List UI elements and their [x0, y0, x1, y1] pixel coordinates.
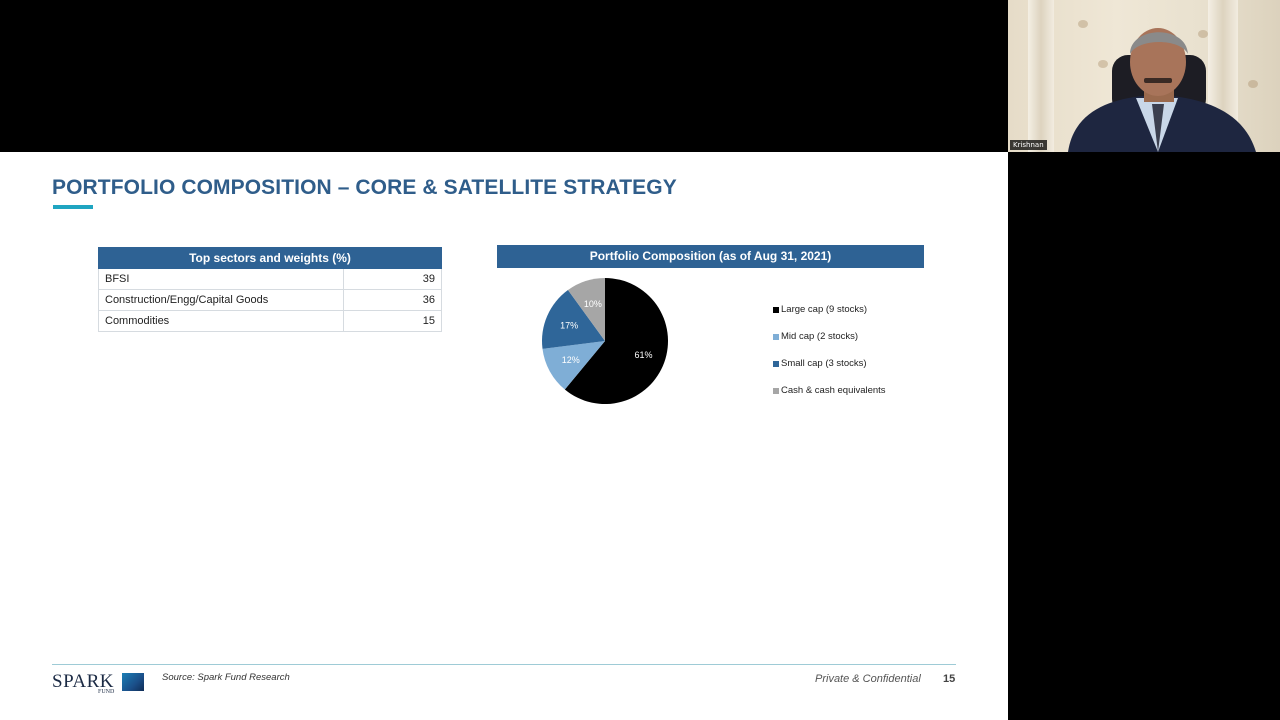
wallpaper-pattern: [1078, 20, 1088, 28]
pie-slice: [567, 278, 605, 341]
sector-name: Commodities: [98, 310, 344, 332]
wallpaper-pattern: [1098, 60, 1108, 68]
legend-swatch: [773, 333, 779, 340]
video-background-top: [0, 0, 1008, 152]
wallpaper-pattern: [1198, 30, 1208, 38]
participant-person: [1068, 28, 1256, 152]
legend-label: Large cap (9 stocks): [781, 304, 868, 315]
table-header: Top sectors and weights (%): [98, 247, 442, 269]
sector-weight: 36: [343, 289, 442, 311]
slide-title: PORTFOLIO COMPOSITION – CORE & SATELLITE…: [52, 176, 677, 199]
sector-weights-table: Top sectors and weights (%) BFSI 39 Cons…: [98, 247, 442, 332]
presentation-slide: PORTFOLIO COMPOSITION – CORE & SATELLITE…: [0, 152, 1008, 720]
pie-data-label: 12%: [562, 355, 580, 365]
video-background-right: [1008, 152, 1280, 720]
legend-item: Cash & cash equivalents: [773, 377, 886, 404]
legend-label: Cash & cash equivalents: [781, 385, 886, 396]
participant-video-tile[interactable]: Krishnan: [1008, 0, 1280, 152]
portfolio-pie-chart: 61% 12% 17% 10%: [542, 278, 668, 404]
participant-name-label: Krishnan: [1010, 140, 1047, 150]
sector-weight: 15: [343, 310, 442, 332]
sector-weight: 39: [343, 268, 442, 290]
table-row: Commodities 15: [98, 310, 442, 332]
footer-divider: [52, 664, 956, 665]
pie-slice: [542, 290, 605, 349]
page-number: 15: [943, 673, 956, 685]
wallpaper-pattern: [1248, 80, 1258, 88]
legend-label: Mid cap (2 stocks): [781, 331, 859, 342]
legend-item: Large cap (9 stocks): [773, 296, 886, 323]
logo-mark: [122, 673, 144, 691]
curtain: [1028, 0, 1054, 152]
legend-item: Small cap (3 stocks): [773, 350, 886, 377]
legend-swatch: [773, 360, 779, 367]
confidential-note: Private & Confidential: [815, 673, 921, 685]
pie-data-label: 10%: [584, 299, 602, 309]
legend-label: Small cap (3 stocks): [781, 358, 867, 369]
table-row: Construction/Engg/Capital Goods 36: [98, 289, 442, 311]
sector-name: BFSI: [98, 268, 344, 290]
pie-legend: Large cap (9 stocks) Mid cap (2 stocks) …: [773, 296, 886, 404]
source-note: Source: Spark Fund Research: [162, 672, 290, 683]
logo-text: SPARK: [52, 671, 115, 692]
table-row: BFSI 39: [98, 268, 442, 290]
pie-slice: [564, 278, 668, 404]
legend-swatch: [773, 306, 779, 313]
pie-data-label: 61%: [635, 350, 653, 360]
pie-slice: [542, 341, 605, 390]
title-underline: [53, 205, 93, 209]
legend-item: Mid cap (2 stocks): [773, 323, 886, 350]
pie-data-label: 17%: [560, 320, 578, 330]
sector-name: Construction/Engg/Capital Goods: [98, 289, 344, 311]
logo-subtext: FUND: [98, 689, 115, 695]
pie-chart-header: Portfolio Composition (as of Aug 31, 202…: [497, 245, 924, 268]
spark-fund-logo: SPARK FUND: [52, 670, 146, 696]
legend-swatch: [773, 387, 779, 394]
